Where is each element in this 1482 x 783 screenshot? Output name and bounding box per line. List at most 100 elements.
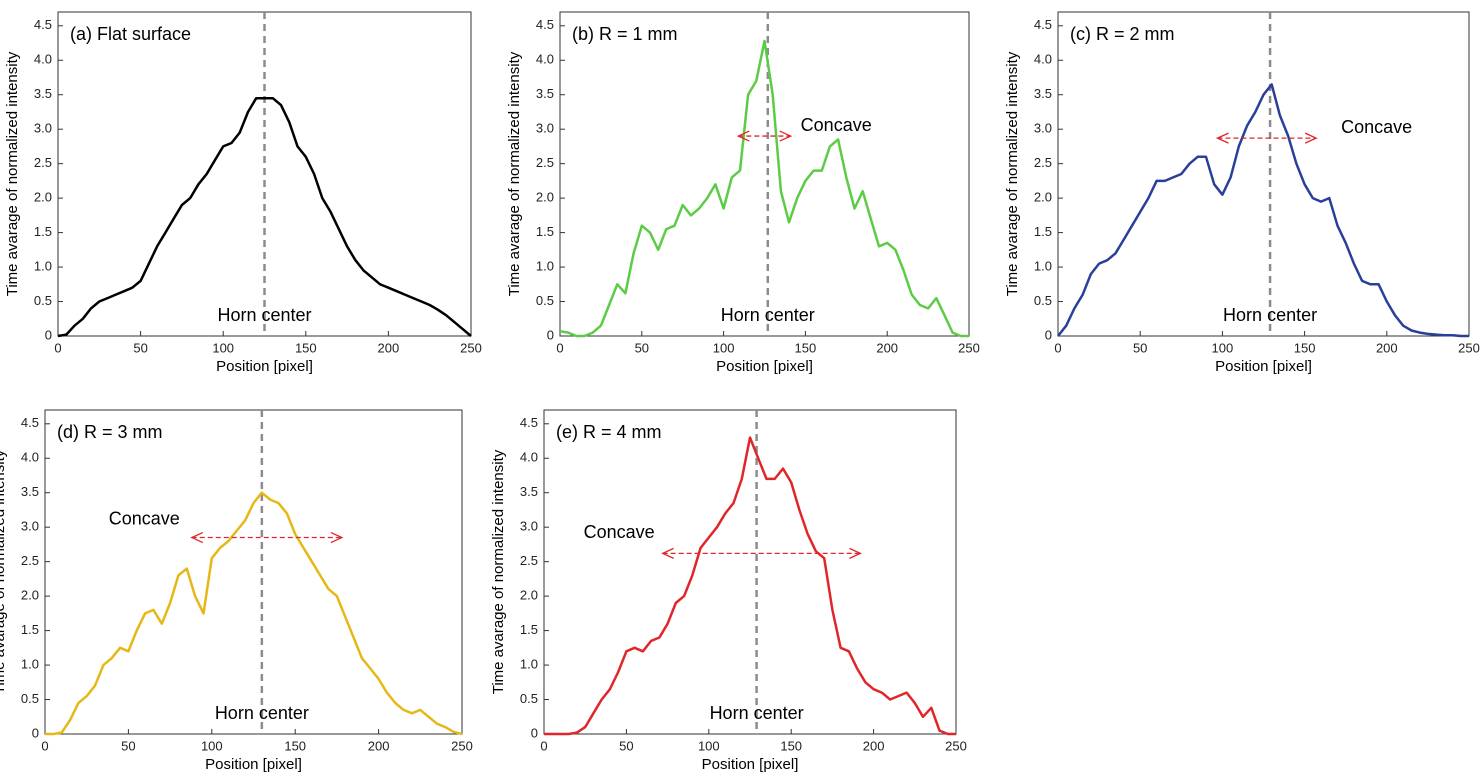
- y-tick-label: 0.5: [1034, 293, 1052, 308]
- x-tick-label: 150: [780, 738, 802, 753]
- subplot: 0 0.5 1.0 1.5 2.0 2.5 3.0 3.5 4.0 4.5 0 50 100 150 200…: [1004, 11, 1480, 375]
- y-tick-label: 2.5: [1034, 155, 1052, 170]
- plot-frame: [559, 11, 970, 337]
- y-tick-label: 1.5: [520, 622, 538, 637]
- x-tick-label: 50: [1133, 340, 1147, 355]
- center-label: Horn center: [721, 305, 815, 325]
- y-tick-label: 3.0: [520, 519, 538, 534]
- center-label: Horn center: [1223, 305, 1317, 325]
- y-tick-label: 2.0: [536, 190, 554, 205]
- center-label: Horn center: [710, 703, 804, 723]
- y-tick-label: 2.5: [536, 155, 554, 170]
- x-tick-label: 150: [795, 340, 817, 355]
- y-tick-label: 0: [45, 327, 52, 342]
- arrow-head: [1304, 132, 1318, 144]
- y-tick-label: 1.5: [21, 622, 39, 637]
- y-tick-label: 4.0: [34, 52, 52, 67]
- y-tick-label: 3.0: [536, 121, 554, 136]
- x-tick-label: 200: [876, 340, 898, 355]
- arrow-head: [661, 547, 674, 559]
- y-tick-label: 1.0: [520, 657, 538, 672]
- y-tick-label: 0: [32, 725, 39, 740]
- concave-label: Concave: [801, 115, 872, 135]
- y-tick-label: 4.0: [536, 52, 554, 67]
- y-tick-label: 0.5: [21, 691, 39, 706]
- y-tick-label: 3.0: [34, 121, 52, 136]
- arrow-head: [849, 547, 862, 559]
- x-tick-label: 100: [713, 340, 735, 355]
- y-tick-label: 1.5: [1034, 224, 1052, 239]
- concave-label: Concave: [1341, 117, 1412, 137]
- plot-frame: [1057, 11, 1470, 337]
- concave-label: Concave: [584, 522, 655, 542]
- x-tick-label: 50: [133, 340, 147, 355]
- y-tick-label: 1.0: [536, 259, 554, 274]
- y-tick-label: 3.5: [34, 86, 52, 101]
- x-tick-label: 200: [863, 738, 885, 753]
- y-axis-label: Time avarage of normalized intensity: [0, 449, 8, 694]
- x-tick-label: 50: [635, 340, 649, 355]
- x-tick-label: 200: [378, 340, 400, 355]
- y-tick-label: 0: [531, 725, 538, 740]
- y-tick-label: 0: [1045, 327, 1052, 342]
- y-axis-label: Time avarage of normalized intensity: [1004, 51, 1021, 296]
- plot-frame: [543, 409, 957, 735]
- y-tick-label: 0.5: [34, 293, 52, 308]
- arrow-head: [1215, 132, 1229, 144]
- data-line: [45, 491, 463, 736]
- x-tick-label: 0: [1054, 340, 1061, 355]
- x-tick-label: 250: [958, 340, 980, 355]
- panel-title: (b) R = 1 mm: [572, 24, 678, 44]
- y-tick-label: 2.0: [1034, 190, 1052, 205]
- arrow-head: [330, 531, 344, 544]
- y-tick-label: 4.5: [536, 17, 554, 32]
- y-tick-label: 0.5: [520, 691, 538, 706]
- y-tick-label: 4.0: [21, 450, 39, 465]
- y-tick-label: 3.5: [21, 484, 39, 499]
- x-tick-label: 0: [41, 738, 48, 753]
- x-axis-label: Position [pixel]: [702, 756, 799, 773]
- x-tick-label: 100: [212, 340, 234, 355]
- data-line: [544, 436, 956, 736]
- y-tick-label: 1.0: [1034, 259, 1052, 274]
- arrow-head: [779, 130, 793, 142]
- x-axis-label: Position [pixel]: [205, 756, 302, 773]
- y-tick-label: 0: [547, 327, 554, 342]
- x-tick-label: 0: [556, 340, 563, 355]
- x-tick-label: 200: [368, 738, 390, 753]
- subplot: 0 0.5 1.0 1.5 2.0 2.5 3.0 3.5 4.0 4.5 0 50 100 150 200…: [490, 409, 967, 773]
- x-tick-label: 50: [121, 738, 135, 753]
- panel-title: (e) R = 4 mm: [556, 422, 662, 442]
- y-tick-label: 4.5: [21, 415, 39, 430]
- data-line: [1057, 83, 1469, 338]
- x-axis-label: Position [pixel]: [1215, 358, 1312, 375]
- center-label: Horn center: [217, 305, 311, 325]
- x-tick-label: 200: [1376, 340, 1398, 355]
- y-tick-label: 3.0: [1034, 121, 1052, 136]
- x-tick-label: 150: [295, 340, 317, 355]
- x-tick-label: 250: [1458, 340, 1480, 355]
- data-line: [559, 39, 969, 338]
- subplot: 0 0.5 1.0 1.5 2.0 2.5 3.0 3.5 4.0 4.5 0 50 100 150 200…: [4, 11, 482, 375]
- panel-title: (c) R = 2 mm: [1070, 24, 1175, 44]
- y-tick-label: 2.5: [520, 553, 538, 568]
- y-axis-label: Time avarage of normalized intensity: [506, 51, 523, 296]
- x-tick-label: 150: [284, 738, 306, 753]
- panel-title: (a) Flat surface: [70, 24, 191, 44]
- x-tick-label: 100: [698, 738, 720, 753]
- x-tick-label: 0: [540, 738, 547, 753]
- y-tick-label: 3.0: [21, 519, 39, 534]
- y-tick-label: 1.0: [21, 657, 39, 672]
- y-tick-label: 0.5: [536, 293, 554, 308]
- arrow-head: [736, 130, 750, 142]
- y-tick-label: 2.5: [34, 155, 52, 170]
- x-tick-label: 0: [54, 340, 61, 355]
- x-tick-label: 150: [1294, 340, 1316, 355]
- y-tick-label: 1.5: [536, 224, 554, 239]
- y-tick-label: 4.5: [1034, 17, 1052, 32]
- y-tick-label: 3.5: [520, 484, 538, 499]
- y-tick-label: 4.5: [34, 17, 52, 32]
- subplot: 0 0.5 1.0 1.5 2.0 2.5 3.0 3.5 4.0 4.5 0 50 100 150 200…: [0, 409, 473, 773]
- y-tick-label: 1.0: [34, 259, 52, 274]
